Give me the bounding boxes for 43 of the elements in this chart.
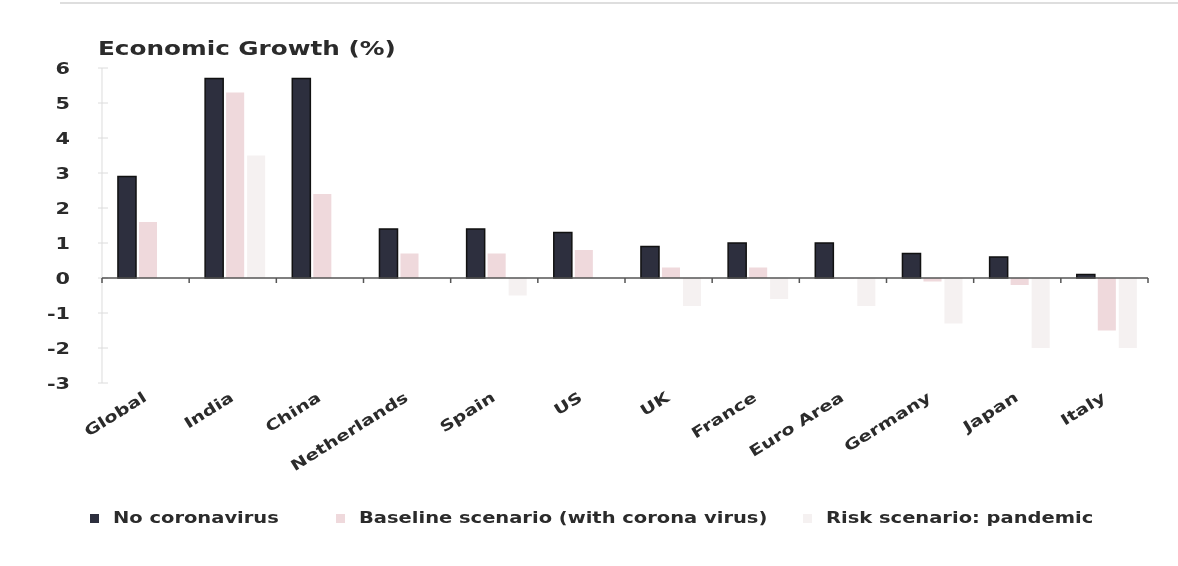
y-tick-label: -1 — [46, 304, 70, 323]
bar — [553, 231, 573, 279]
bar — [247, 155, 266, 278]
y-tick-label: 4 — [55, 129, 71, 148]
bar — [138, 222, 158, 278]
y-tick-label: 3 — [55, 164, 70, 183]
x-tick-label: US — [550, 388, 586, 419]
bar — [1097, 278, 1116, 331]
bar — [727, 242, 747, 279]
bar — [1118, 278, 1137, 348]
bar — [682, 278, 702, 306]
bar — [923, 278, 942, 282]
y-tick-label: 1 — [55, 234, 70, 253]
bar — [117, 175, 137, 279]
y-tick-label: 0 — [55, 269, 71, 288]
bar — [204, 77, 224, 279]
chart-title: Economic Growth (%) — [98, 37, 396, 60]
x-tick-label: UK — [637, 387, 673, 420]
bar — [226, 92, 245, 278]
bar — [291, 77, 312, 279]
bar — [508, 278, 527, 296]
y-tick-label: 2 — [55, 199, 70, 218]
bar — [400, 253, 419, 278]
bar — [901, 252, 922, 279]
bar — [465, 228, 486, 279]
y-tick-label: 5 — [55, 94, 70, 113]
bar — [378, 228, 399, 279]
y-tick-label: -2 — [46, 339, 70, 358]
y-tick-label: -3 — [46, 374, 70, 393]
bar — [988, 256, 1009, 279]
bar — [857, 278, 876, 306]
bar — [770, 278, 789, 299]
legend-label: No coronavirus — [113, 509, 279, 527]
bar — [1031, 278, 1050, 348]
bar — [814, 242, 835, 279]
legend-label: Baseline scenario (with corona virus) — [359, 509, 768, 527]
bar — [313, 194, 332, 278]
bar — [944, 278, 963, 324]
bar — [487, 253, 506, 278]
bar — [640, 245, 660, 279]
legend-label: Risk scenario: pandemic — [826, 509, 1094, 527]
y-tick-label: 6 — [55, 59, 70, 78]
bar — [574, 250, 593, 278]
